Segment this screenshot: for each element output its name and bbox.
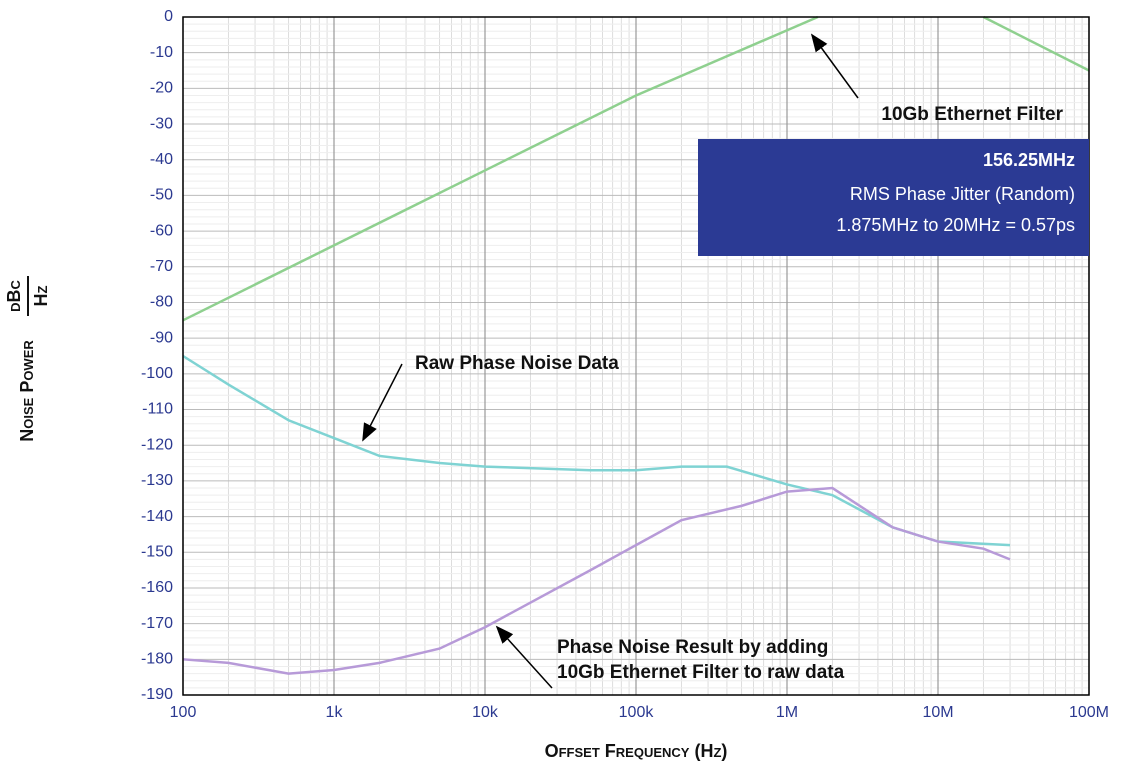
y-tick-label: -90	[150, 329, 173, 346]
y-axis-label: Noise Power	[17, 340, 37, 442]
x-axis-title: Offset Frequency (Hz)	[545, 741, 728, 761]
y-tick-label: -40	[150, 151, 173, 168]
y-tick-label: -100	[141, 365, 173, 382]
info-box	[698, 139, 1089, 256]
annotation: Phase Noise Result by adding	[557, 637, 828, 658]
grid	[182, 16, 1090, 696]
series-line	[182, 354, 1011, 547]
annotation: 10Gb Ethernet Filter	[881, 104, 1063, 125]
series-line	[182, 15, 819, 322]
y-tick-label: -180	[141, 651, 173, 668]
x-tick-label: 10k	[472, 704, 499, 721]
info-line: 1.875MHz to 20MHz = 0.57ps	[836, 215, 1075, 235]
lines	[182, 15, 1090, 675]
annotation: Raw Phase Noise Data	[415, 353, 619, 374]
annotation: 10Gb Ethernet Filter to raw data	[557, 662, 845, 683]
y-tick-label: -10	[150, 44, 173, 61]
plot-frame	[182, 16, 1090, 696]
x-tick-label: 1k	[326, 704, 344, 721]
series-line	[982, 15, 1090, 72]
y-tick-label: 0	[164, 8, 173, 25]
series-line	[182, 486, 1011, 675]
y-tick-label: -20	[150, 80, 173, 97]
x-tick-label: 100k	[619, 704, 655, 721]
y-tick-label: -140	[141, 508, 173, 525]
y-axis-title: Noise Power dBc Hz	[4, 276, 51, 442]
y-tick-label: -80	[150, 294, 173, 311]
x-tick-label: 100M	[1069, 704, 1109, 721]
y-unit-denominator: Hz	[31, 285, 51, 306]
y-tick-label: -170	[141, 615, 173, 632]
y-tick-label: -160	[141, 579, 173, 596]
y-tick-label: -120	[141, 436, 173, 453]
y-tick-label: -130	[141, 472, 173, 489]
x-tick-label: 100	[170, 704, 197, 721]
y-tick-label: -30	[150, 115, 173, 132]
arrow	[362, 363, 403, 442]
y-tick-label: -60	[150, 222, 173, 239]
arrow	[495, 625, 553, 689]
arrow	[810, 33, 859, 99]
y-tick-label: -110	[142, 401, 173, 418]
y-tick-label: -50	[150, 187, 173, 204]
y-tick-label: -190	[141, 686, 173, 703]
y-tick-label: -150	[141, 543, 173, 560]
x-tick-label: 10M	[922, 704, 953, 721]
y-unit-numerator: dBc	[4, 280, 24, 312]
x-tick-label: 1M	[776, 704, 798, 721]
info-title: 156.25MHz	[983, 150, 1075, 170]
info-line: RMS Phase Jitter (Random)	[850, 184, 1075, 204]
y-tick-label: -70	[150, 258, 173, 275]
